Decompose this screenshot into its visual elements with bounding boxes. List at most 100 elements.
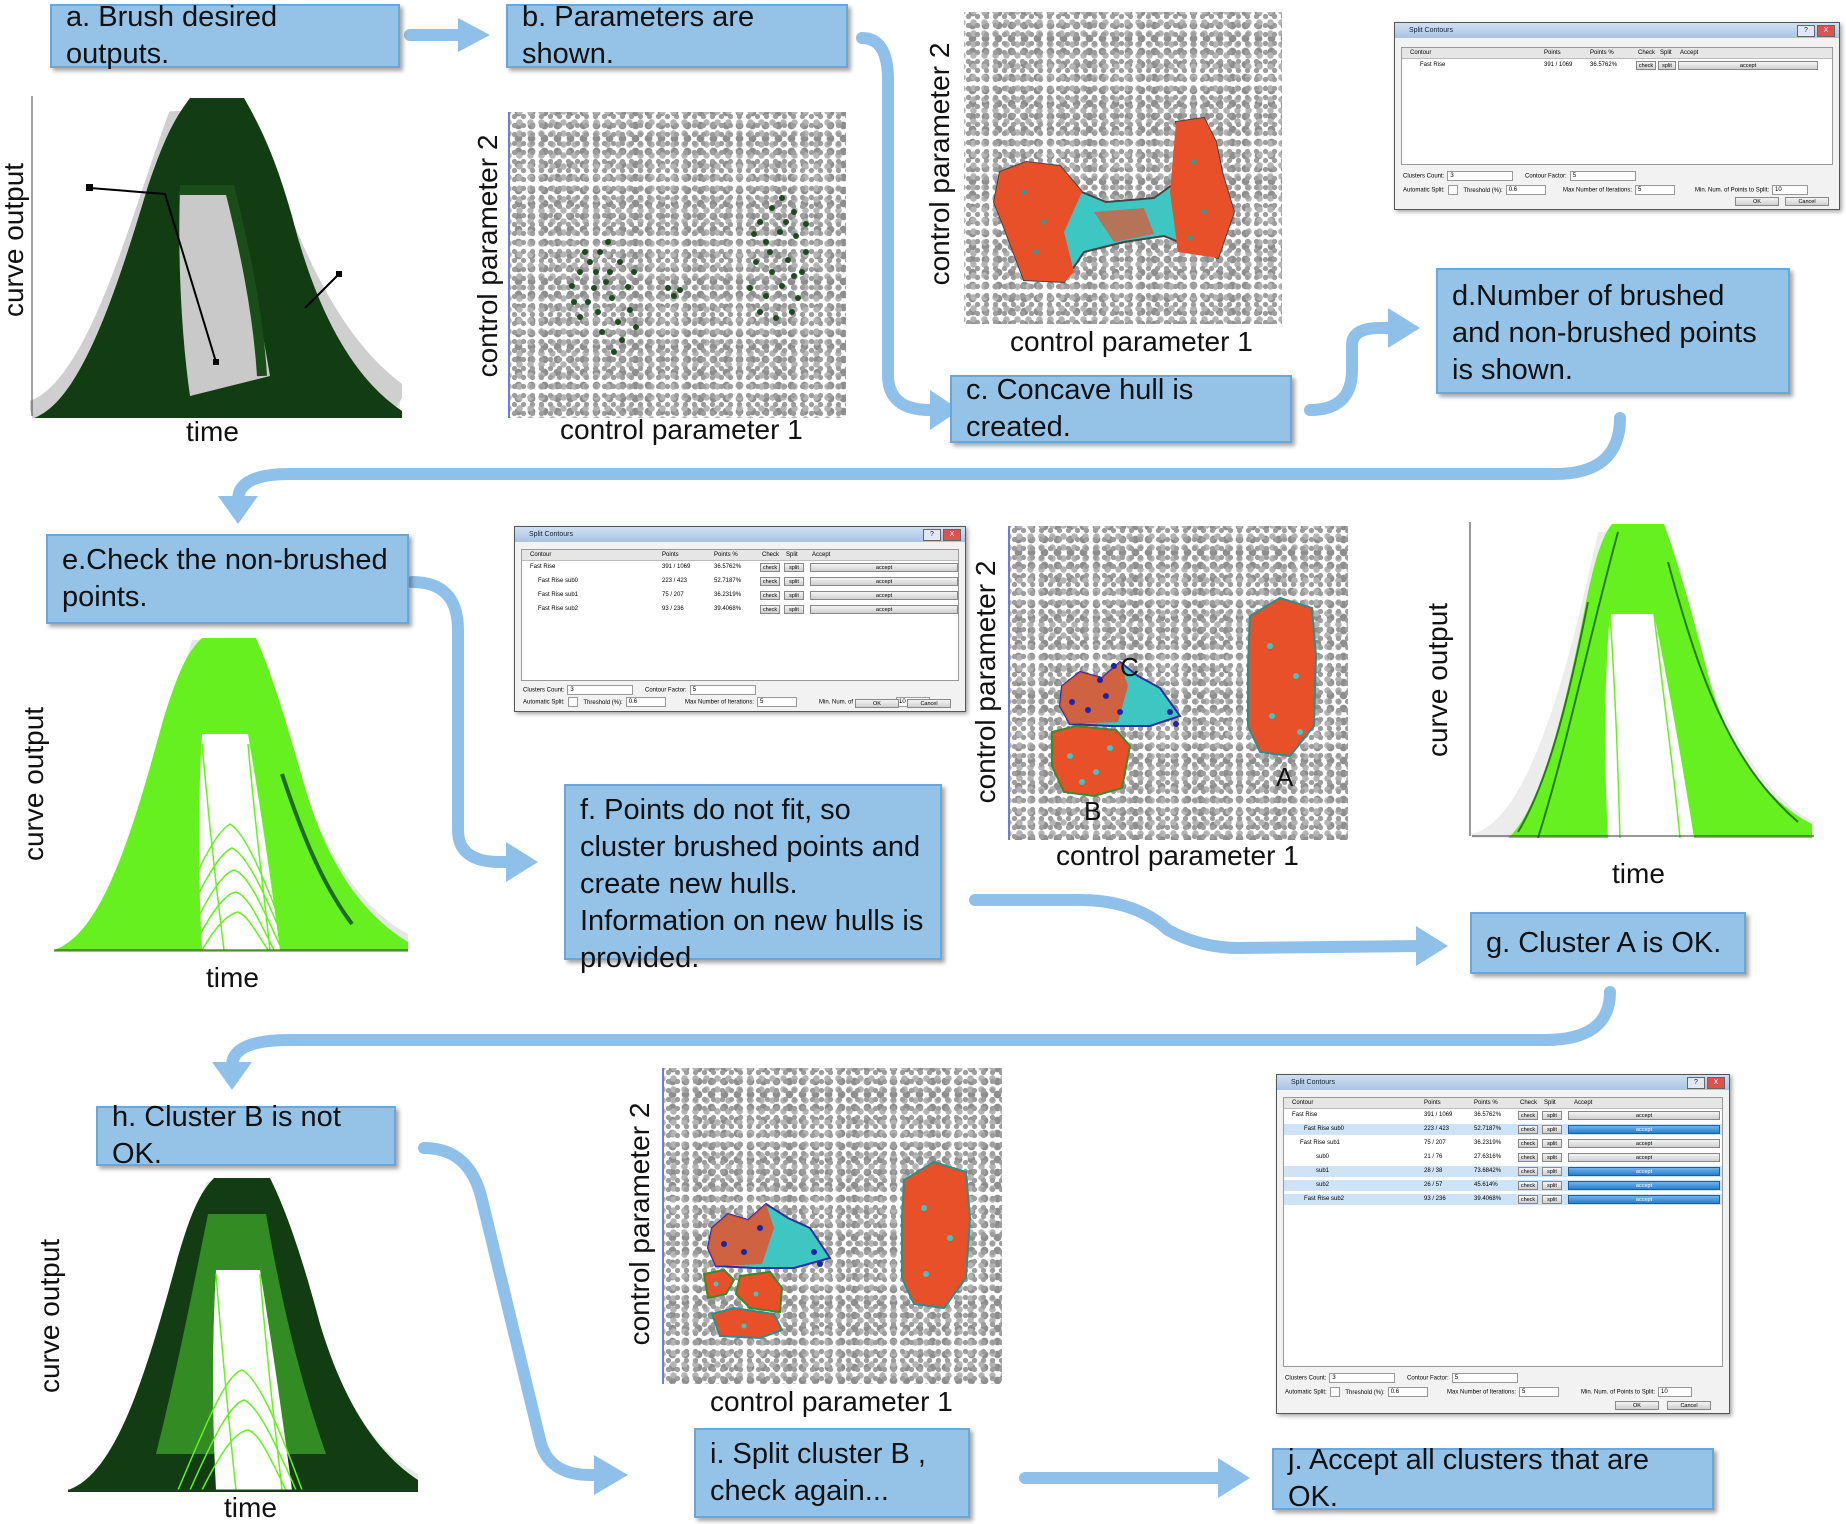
y-label-e: curve output xyxy=(18,706,49,862)
cancel-button[interactable]: Cancel xyxy=(1785,197,1829,206)
accept-button[interactable]: accept xyxy=(1568,1181,1720,1190)
points-value: 21 / 76 xyxy=(1424,1154,1443,1160)
check-button[interactable]: check xyxy=(1518,1111,1538,1120)
ok-button[interactable]: OK xyxy=(855,699,899,708)
y-label-b: control parameter 2 xyxy=(472,134,503,378)
table-row[interactable]: sub2 26 / 57 45.614% check split accept xyxy=(1284,1180,1722,1191)
ok-button[interactable]: OK xyxy=(1615,1401,1659,1410)
table-row[interactable]: Fast Rise sub0 223 / 423 52.7187% check spli… xyxy=(1284,1124,1722,1135)
contour-factor-field[interactable]: Contour Factor: 5 xyxy=(1525,171,1636,181)
clusters-count-field[interactable]: Clusters Count: 3 xyxy=(1285,1373,1396,1383)
close-button[interactable]: X xyxy=(1817,25,1835,37)
table-row[interactable]: Fast Rise sub0 223 / 423 52.7187% check spli… xyxy=(522,576,958,587)
accept-button[interactable]: accept xyxy=(1568,1195,1720,1204)
y-label-i: control parameter 2 xyxy=(624,1102,655,1346)
split-button[interactable]: split xyxy=(1542,1125,1562,1134)
cancel-button[interactable]: Cancel xyxy=(907,699,951,708)
clusters-count-field[interactable]: Clusters Count: 3 xyxy=(1403,171,1514,181)
split-contours-dialog-d: Split Contours ? X Contour Points Points… xyxy=(1394,22,1840,210)
split-button[interactable]: split xyxy=(1542,1111,1562,1120)
accept-button[interactable]: accept xyxy=(1568,1111,1720,1120)
split-button[interactable]: split xyxy=(1542,1195,1562,1204)
auto-split-field[interactable]: Automatic Split: Threshold (%): 0.6 xyxy=(1403,185,1546,195)
check-button[interactable]: check xyxy=(1518,1153,1538,1162)
split-button[interactable]: split xyxy=(784,591,804,600)
step-d-box: d.Number of brushed and non-brushed poin… xyxy=(1436,268,1790,394)
check-button[interactable]: check xyxy=(760,563,780,572)
table-row[interactable]: Fast Rise 391 / 1069 36.5762% check spli… xyxy=(1402,60,1832,71)
table-row[interactable]: Fast Rise sub2 93 / 236 39.4068% check split… xyxy=(522,604,958,615)
table-row[interactable]: Fast Rise 391 / 1069 36.5762% check split acc… xyxy=(1284,1110,1722,1121)
table-row[interactable]: sub0 21 / 76 27.6316% check split accept xyxy=(1284,1152,1722,1163)
scatter-c xyxy=(964,12,1282,324)
table-row[interactable]: Fast Rise sub1 75 / 207 36.2319% check split… xyxy=(1284,1138,1722,1149)
help-button[interactable]: ? xyxy=(1797,25,1815,37)
accept-button[interactable]: accept xyxy=(1678,61,1818,70)
ok-button[interactable]: OK xyxy=(1735,197,1779,206)
scatter-f: C B A xyxy=(1008,526,1348,840)
contour-name: Fast Rise sub2 xyxy=(1304,1196,1345,1202)
accept-button[interactable]: accept xyxy=(810,563,958,572)
contour-factor-field[interactable]: Contour Factor: 5 xyxy=(645,685,756,695)
step-c-box: c. Concave hull is created. xyxy=(950,374,1292,443)
help-button[interactable]: ? xyxy=(1687,1077,1705,1089)
auto-split-field[interactable]: Automatic Split: Threshold (%): 0.6 xyxy=(523,697,666,707)
accept-button[interactable]: accept xyxy=(810,591,958,600)
check-button[interactable]: check xyxy=(1518,1181,1538,1190)
accept-button[interactable]: accept xyxy=(1568,1139,1720,1148)
accept-button[interactable]: accept xyxy=(810,605,958,614)
min-points-field[interactable]: Min. Num. of Points to Split:10 xyxy=(1695,185,1809,195)
x-label-g: time xyxy=(1612,858,1665,889)
max-iterations-field[interactable]: Max Number of Iterations: 5 xyxy=(1447,1387,1560,1397)
help-button[interactable]: ? xyxy=(923,529,941,541)
accept-button[interactable]: accept xyxy=(1568,1153,1720,1162)
step-b-box: b. Parameters are shown. xyxy=(506,1,848,70)
arrowhead-g-h xyxy=(212,1062,252,1090)
contour-factor-field[interactable]: Contour Factor: 5 xyxy=(1407,1373,1518,1383)
table-row[interactable]: Fast Rise 391 / 1069 36.5762% check split acc… xyxy=(522,562,958,573)
check-button[interactable]: check xyxy=(760,591,780,600)
max-iterations-field[interactable]: Max Number of Iterations: 5 xyxy=(685,697,798,707)
contour-name: Fast Rise sub0 xyxy=(1304,1126,1345,1132)
dialog-title: Split Contours xyxy=(1291,1079,1335,1086)
dialog-table: Contour Points Points % Check Split Acce… xyxy=(521,549,959,681)
close-button[interactable]: X xyxy=(943,529,961,541)
cancel-button[interactable]: Cancel xyxy=(1667,1401,1711,1410)
arrowhead-i-j xyxy=(1218,1458,1250,1498)
split-button[interactable]: split xyxy=(1542,1153,1562,1162)
accept-button[interactable]: accept xyxy=(1568,1167,1720,1176)
arrow-h-to-i xyxy=(418,1142,604,1481)
contour-name: Fast Rise xyxy=(530,564,556,570)
split-button[interactable]: split xyxy=(1658,61,1676,70)
table-row[interactable]: sub1 28 / 38 73.6842% check split accept xyxy=(1284,1166,1722,1177)
table-row[interactable]: Fast Rise sub1 75 / 207 36.2319% check split… xyxy=(522,590,958,601)
check-button[interactable]: check xyxy=(1518,1167,1538,1176)
accept-button[interactable]: accept xyxy=(810,577,958,586)
check-button[interactable]: check xyxy=(1518,1125,1538,1134)
points-value: 391 / 1069 xyxy=(662,564,691,570)
split-button[interactable]: split xyxy=(1542,1181,1562,1190)
check-button[interactable]: check xyxy=(1518,1195,1538,1204)
clusters-count-field[interactable]: Clusters Count: 3 xyxy=(523,685,634,695)
arrowhead-e-f xyxy=(506,842,538,882)
scatter-b xyxy=(508,112,846,418)
check-button[interactable]: check xyxy=(760,577,780,586)
max-iterations-field[interactable]: Max Number of Iterations: 5 xyxy=(1563,185,1676,195)
accept-button[interactable]: accept xyxy=(1568,1125,1720,1134)
points-value: 26 / 57 xyxy=(1424,1182,1443,1188)
check-button[interactable]: check xyxy=(1636,61,1656,70)
split-button[interactable]: split xyxy=(784,605,804,614)
check-button[interactable]: check xyxy=(760,605,780,614)
split-button[interactable]: split xyxy=(1542,1139,1562,1148)
table-row[interactable]: Fast Rise sub2 93 / 236 39.4068% check split… xyxy=(1284,1194,1722,1205)
split-button[interactable]: split xyxy=(784,563,804,572)
split-button[interactable]: split xyxy=(784,577,804,586)
check-button[interactable]: check xyxy=(1518,1139,1538,1148)
min-points-field[interactable]: Min. Num. of Points to Split:10 xyxy=(1581,1387,1693,1397)
step-g-box: g. Cluster A is OK. xyxy=(1470,912,1746,974)
points-value: 93 / 236 xyxy=(1424,1196,1446,1202)
contour-name: Fast Rise sub1 xyxy=(1300,1140,1341,1146)
auto-split-field[interactable]: Automatic Split: Threshold (%): 0.6 xyxy=(1285,1387,1428,1397)
close-button[interactable]: X xyxy=(1707,1077,1725,1089)
split-button[interactable]: split xyxy=(1542,1167,1562,1176)
